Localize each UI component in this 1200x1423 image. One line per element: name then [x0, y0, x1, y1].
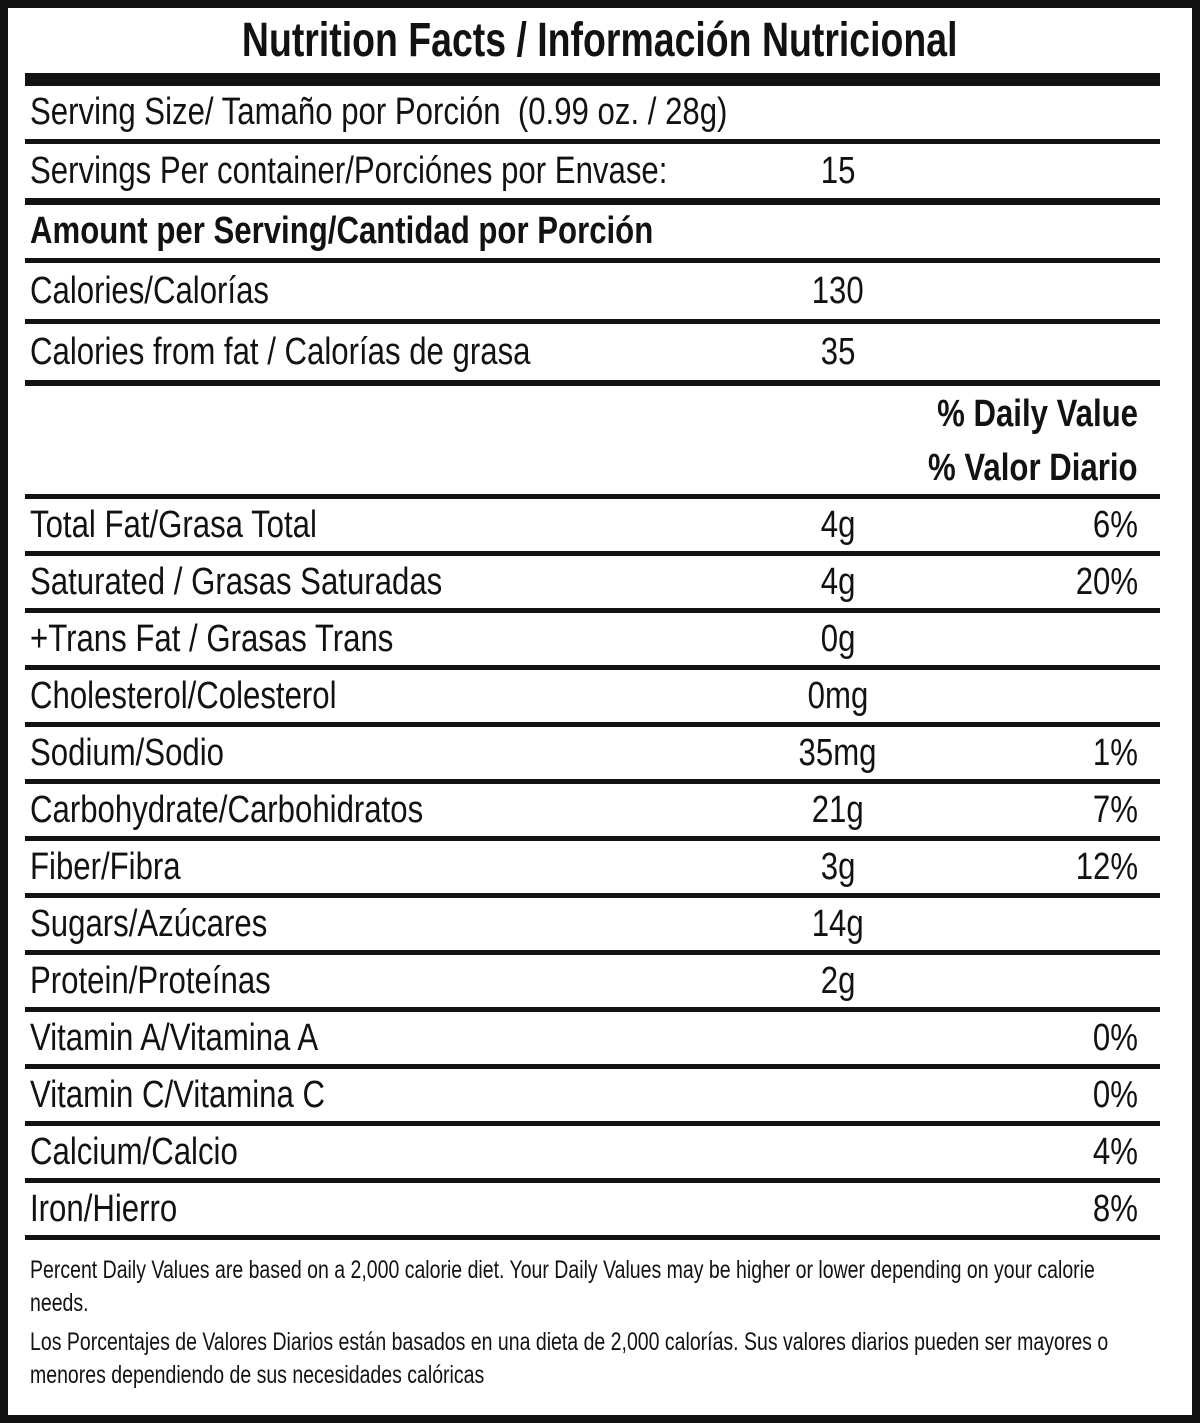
nutrient-daily-value: 1%: [1092, 731, 1138, 774]
nutrient-label: Sugars/Azúcares: [30, 902, 268, 945]
nutrient-amount-cell: 0mg: [723, 675, 953, 718]
nutrient-amount-cell: 14g: [723, 903, 953, 946]
nutrient-label: Vitamin C/Vitamina C: [30, 1073, 325, 1116]
nutrient-row: +Trans Fat / Grasas Trans 0g: [25, 613, 1160, 670]
nutrient-amount: 4g: [820, 560, 856, 603]
label-title: Nutrition Facts / Información Nutriciona…: [242, 14, 958, 67]
nutrient-amount-cell: 3g: [723, 846, 953, 889]
amount-per-serving-header-row: Amount per Serving/Cantidad por Porción: [25, 205, 1160, 263]
footnotes: Percent Daily Values are based on a 2,00…: [25, 1240, 1160, 1392]
nutrient-label: Fiber/Fibra: [30, 845, 181, 888]
calories-row: Calories/Calorías 130: [25, 263, 1160, 324]
daily-value-header-row-es: % Valor Diario: [25, 442, 1160, 499]
calories-from-fat-value: 35: [820, 330, 856, 373]
nutrient-daily-value: 20%: [1075, 560, 1138, 603]
calories-label: Calories/Calorías: [30, 269, 269, 312]
nutrient-row: Vitamin A/Vitamina A 0%: [25, 1012, 1160, 1069]
nutrient-label: Calcium/Calcio: [30, 1130, 238, 1173]
nutrient-amount-cell: 4g: [723, 504, 953, 547]
servings-per-container-value: 15: [820, 149, 856, 192]
nutrient-amount: 0g: [820, 617, 856, 660]
nutrient-daily-value-cell: 7%: [898, 789, 1138, 832]
serving-size-label: Serving Size/ Tamaño por Porción (0.99 o…: [30, 91, 728, 133]
footnote-en: Percent Daily Values are based on a 2,00…: [30, 1256, 1095, 1317]
nutrient-row: Sugars/Azúcares 14g: [25, 898, 1160, 955]
calories-from-fat-value-cell: 35: [723, 331, 953, 374]
nutrient-daily-value-cell: [898, 618, 1138, 661]
nutrient-label: Carbohydrate/Carbohidratos: [30, 788, 424, 831]
daily-value-header-row-en: % Daily Value: [25, 386, 1160, 442]
nutrient-daily-value: 0%: [1092, 1073, 1138, 1116]
nutrient-row: Total Fat/Grasa Total 4g 6%: [25, 499, 1160, 556]
nutrient-daily-value-cell: 1%: [898, 732, 1138, 775]
nutrient-row: Vitamin C/Vitamina C 0%: [25, 1069, 1160, 1126]
nutrient-label: Total Fat/Grasa Total: [30, 503, 317, 546]
calories-from-fat-label: Calories from fat / Calorías de grasa: [30, 330, 531, 373]
serving-size-row: Serving Size/ Tamaño por Porción (0.99 o…: [25, 86, 1160, 144]
nutrient-daily-value: 0%: [1092, 1016, 1138, 1059]
nutrient-row: Cholesterol/Colesterol 0mg: [25, 670, 1160, 727]
nutrient-daily-value: 6%: [1092, 503, 1138, 546]
nutrient-amount: 35mg: [799, 731, 877, 774]
nutrient-label: Sodium/Sodio: [30, 731, 225, 774]
daily-value-header-en: % Daily Value: [937, 392, 1138, 435]
nutrient-daily-value: 4%: [1092, 1130, 1138, 1173]
nutrient-row: Saturated / Grasas Saturadas 4g 20%: [25, 556, 1160, 613]
nutrient-label: Iron/Hierro: [30, 1187, 178, 1230]
nutrient-amount: 4g: [820, 503, 856, 546]
nutrient-amount-cell: 35mg: [723, 732, 953, 775]
nutrient-daily-value-cell: 0%: [898, 1074, 1138, 1117]
nutrient-amount: 3g: [820, 845, 856, 888]
nutrient-amount: 2g: [820, 959, 856, 1002]
nutrient-daily-value-cell: 0%: [898, 1017, 1138, 1060]
nutrient-daily-value-cell: 12%: [898, 846, 1138, 889]
nutrient-amount-cell: 21g: [723, 789, 953, 832]
label-title-row: Nutrition Facts / Información Nutriciona…: [8, 8, 1192, 73]
nutrient-amount: 14g: [812, 902, 864, 945]
calories-from-fat-row: Calories from fat / Calorías de grasa 35: [25, 324, 1160, 386]
nutrient-daily-value: 12%: [1075, 845, 1138, 888]
footnote-es: Los Porcentajes de Valores Diarios están…: [30, 1328, 1109, 1389]
title-separator-bar: [25, 73, 1160, 86]
nutrient-row: Calcium/Calcio 4%: [25, 1126, 1160, 1183]
daily-value-header-es: % Valor Diario: [928, 446, 1138, 489]
nutrient-amount-cell: 0g: [723, 618, 953, 661]
nutrient-row: Fiber/Fibra 3g 12%: [25, 841, 1160, 898]
servings-per-container-row: Servings Per container/Porciónes por Env…: [25, 144, 1160, 205]
nutrient-label: Protein/Proteínas: [30, 959, 271, 1002]
nutrient-amount: 0mg: [807, 674, 869, 717]
nutrient-daily-value-cell: 4%: [898, 1131, 1138, 1174]
servings-per-container-value-cell: 15: [723, 150, 953, 193]
servings-per-container-label: Servings Per container/Porciónes por Env…: [30, 149, 668, 192]
nutrient-daily-value-cell: 6%: [898, 504, 1138, 547]
nutrient-amount: 21g: [812, 788, 864, 831]
nutrient-amount-cell: 4g: [723, 561, 953, 604]
nutrient-label: Vitamin A/Vitamina A: [30, 1016, 319, 1059]
nutrient-label: +Trans Fat / Grasas Trans: [30, 617, 394, 660]
nutrient-row: Sodium/Sodio 35mg 1%: [25, 727, 1160, 784]
calories-value: 130: [812, 269, 864, 312]
nutrient-rows: Total Fat/Grasa Total 4g 6% Saturated / …: [25, 499, 1160, 1240]
nutrient-daily-value: 8%: [1092, 1187, 1138, 1230]
nutrient-daily-value-cell: [898, 675, 1138, 718]
calories-value-cell: 130: [723, 270, 953, 313]
nutrient-daily-value: 7%: [1092, 788, 1138, 831]
nutrient-label: Saturated / Grasas Saturadas: [30, 560, 443, 603]
amount-per-serving-header: Amount per Serving/Cantidad por Porción: [30, 210, 654, 252]
nutrient-daily-value-cell: [898, 903, 1138, 946]
nutrient-daily-value-cell: 20%: [898, 561, 1138, 604]
nutrient-daily-value-cell: 8%: [898, 1188, 1138, 1231]
nutrient-row: Carbohydrate/Carbohidratos 21g 7%: [25, 784, 1160, 841]
nutrient-row: Protein/Proteínas 2g: [25, 955, 1160, 1012]
nutrient-row: Iron/Hierro 8%: [25, 1183, 1160, 1240]
nutrient-daily-value-cell: [898, 960, 1138, 1003]
nutrient-label: Cholesterol/Colesterol: [30, 674, 337, 717]
nutrient-amount-cell: 2g: [723, 960, 953, 1003]
